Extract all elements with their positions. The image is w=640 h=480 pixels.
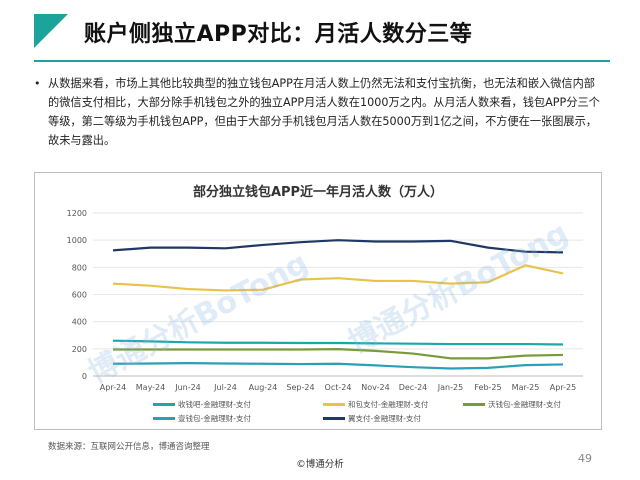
legend-label: 壹钱包-金融理财-支付	[178, 414, 251, 423]
x-tick-label: Jun-24	[174, 383, 201, 392]
series-line-1	[112, 264, 564, 292]
legend-swatch	[463, 403, 485, 406]
x-tick-label: Mar-25	[512, 383, 540, 392]
x-tick-label: Nov-24	[361, 383, 389, 392]
x-tick-label: Sep-24	[286, 383, 314, 392]
x-tick-label: Oct-24	[325, 383, 352, 392]
legend-swatch	[153, 403, 175, 406]
line-chart: 0 200 400 600 800 1000 1200 Apr-24 May-24 Jun-24 J…	[67, 209, 583, 392]
legend-item: 收钱吧-金融理财-支付	[153, 399, 251, 410]
bullet-paragraph: • 从数据来看，市场上其他比较典型的独立钱包APP在月活人数上仍然无法和支付宝抗…	[34, 74, 603, 150]
x-tick-label: Apr-25	[550, 383, 576, 392]
y-tick-label: 1200	[67, 209, 87, 218]
title-accent-triangle	[34, 14, 68, 48]
slide-title: 账户侧独立APP对比：月活人数分三等	[84, 22, 473, 47]
x-tick-label: Feb-25	[474, 383, 501, 392]
title-bar: 账户侧独立APP对比：月活人数分三等	[0, 0, 640, 62]
legend-swatch	[153, 417, 175, 420]
series-line-0	[112, 339, 564, 346]
legend-label: 沃钱包-金融理财-支付	[488, 400, 561, 409]
y-tick-label: 800	[72, 263, 87, 272]
page-number: 49	[578, 452, 592, 465]
legend-swatch	[323, 403, 345, 406]
y-tick-label: 600	[72, 291, 87, 300]
x-tick-label: May-24	[136, 383, 165, 392]
series-line-3	[112, 361, 564, 370]
data-source-note: 数据来源：互联网公开信息，博通咨询整理	[48, 442, 210, 452]
y-tick-label: 200	[72, 345, 87, 354]
legend-label: 和包支付-金融理财-支付	[348, 400, 429, 409]
x-tick-label: Jan-25	[437, 383, 463, 392]
chart-frame: 部分独立钱包APP近一年月活人数（万人） 0 200 400 600 800 1000 12…	[34, 172, 602, 430]
legend-item: 和包支付-金融理财-支付	[323, 399, 428, 410]
bullet-dot-icon: •	[34, 77, 41, 90]
legend-swatch	[323, 417, 345, 420]
x-tick-label: Jul-24	[213, 383, 237, 392]
legend-label: 收钱吧-金融理财-支付	[178, 400, 251, 409]
y-tick-label: 400	[72, 318, 87, 327]
legend-item: 沃钱包-金融理财-支付	[463, 399, 561, 410]
chart-title: 部分独立钱包APP近一年月活人数（万人）	[192, 185, 444, 200]
x-tick-label: Apr-24	[100, 383, 126, 392]
x-tick-label: Aug-24	[249, 383, 278, 392]
y-tick-label: 0	[82, 372, 87, 381]
bullet-text: 从数据来看，市场上其他比较典型的独立钱包APP在月活人数上仍然无法和支付宝抗衡，…	[48, 77, 600, 147]
y-tick-label: 1000	[67, 236, 87, 245]
legend-label: 翼支付-金融理财-支付	[348, 414, 421, 423]
title-underline	[34, 60, 610, 62]
legend-item: 壹钱包-金融理财-支付	[153, 413, 251, 424]
footer-copyright: ©博通分析	[296, 459, 344, 470]
series-line-4	[112, 239, 564, 254]
series-line-2	[113, 348, 564, 360]
x-tick-label: Dec-24	[399, 383, 428, 392]
legend-item: 翼支付-金融理财-支付	[323, 413, 421, 424]
